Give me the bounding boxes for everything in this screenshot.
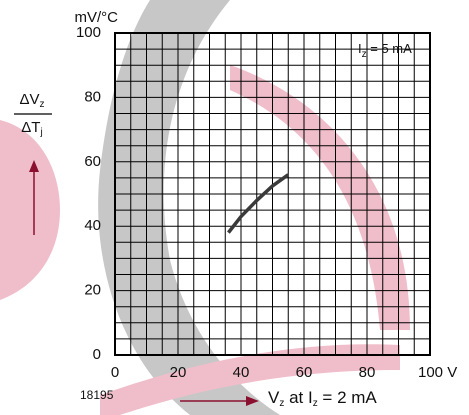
text-part: ΔT	[21, 119, 40, 136]
x-arrow-head	[246, 396, 259, 406]
text-part: I	[358, 41, 362, 56]
plot-frame	[114, 32, 431, 356]
x-tick-label: 0	[111, 364, 119, 381]
text-part: at I	[284, 388, 312, 407]
y-tick-label: 80	[84, 88, 101, 105]
subscript: z	[313, 398, 318, 409]
y-tick-label: 0	[93, 346, 101, 363]
y-unit: mV/°C	[75, 9, 119, 26]
y-label-numerator: ΔVz	[19, 91, 44, 110]
x-tick-label: 40	[233, 364, 250, 381]
y-tick-label: 60	[84, 153, 101, 170]
x-tick-label: 60	[296, 364, 313, 381]
subscript: z	[362, 49, 367, 60]
watermark	[0, 0, 410, 415]
figure-number: 18195	[80, 388, 114, 402]
text-part: V	[268, 388, 280, 407]
text-part: = 5 mA	[367, 41, 412, 56]
text-part: ΔV	[19, 91, 39, 108]
subscript: j	[39, 127, 42, 138]
line-series	[227, 173, 290, 234]
x-label: Vz at Iz = 2 mA	[268, 388, 377, 408]
y-tick-label: 40	[84, 217, 101, 234]
x-tick-label: 100 V	[418, 364, 457, 381]
y-label-denominator: ΔTj	[21, 119, 42, 138]
y-tick-label: 20	[84, 282, 101, 299]
y-tick-label: 100	[76, 24, 101, 41]
x-tick-label: 20	[170, 364, 187, 381]
subscript: z	[279, 398, 284, 409]
text-part: = 2 mA	[318, 388, 378, 407]
grid	[114, 32, 431, 356]
subscript: z	[40, 99, 45, 110]
y-arrow-head	[29, 160, 39, 172]
annotation: Iz = 5 mA	[358, 41, 412, 59]
x-tick-label: 80	[359, 364, 376, 381]
